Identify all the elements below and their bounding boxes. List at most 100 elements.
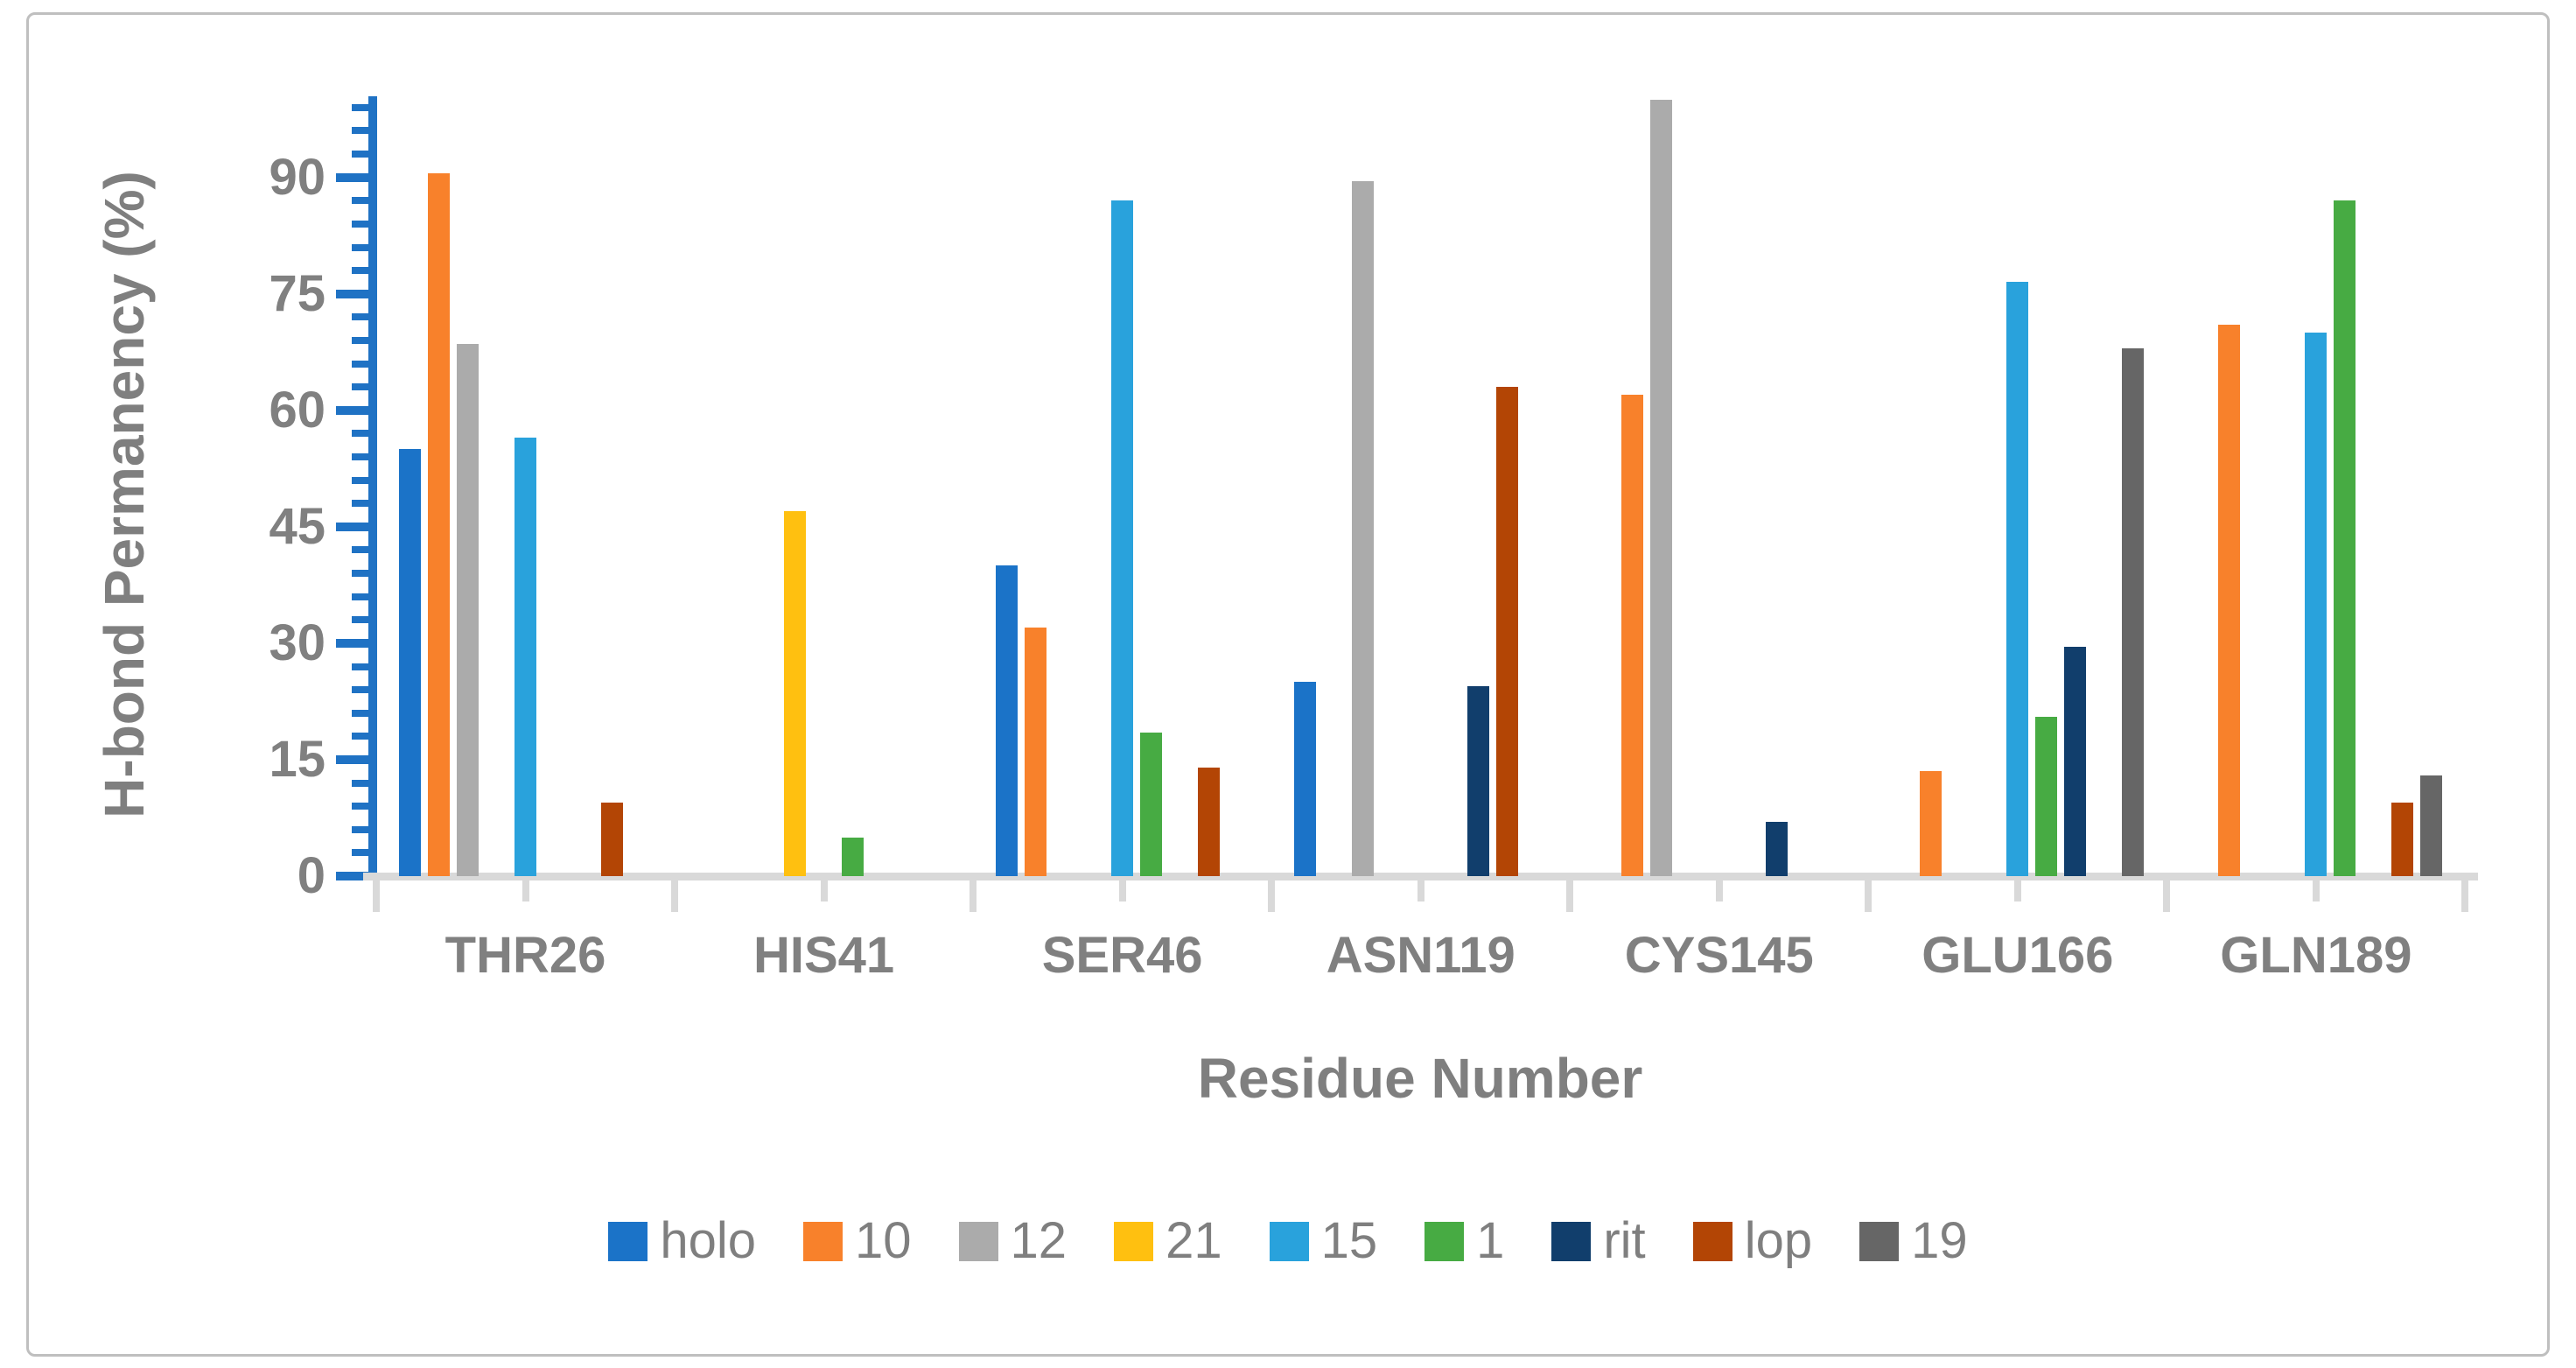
- category-center-tick: [1417, 873, 1424, 901]
- bar-12-CYS145: [1650, 100, 1673, 876]
- category-boundary-tick: [970, 873, 977, 912]
- legend-item-15: 15: [1269, 1215, 1377, 1267]
- bar-1-GLU166: [2035, 717, 2058, 876]
- category-center-tick: [2312, 873, 2320, 901]
- bar-10-GLN189: [2218, 325, 2241, 876]
- x-category-label: ASN119: [1326, 927, 1516, 984]
- y-minor-tick: [352, 849, 377, 857]
- legend-label-1: 1: [1476, 1212, 1505, 1269]
- legend-swatch-10: [803, 1221, 844, 1261]
- y-minor-tick: [352, 243, 377, 251]
- x-category-label: SER46: [1041, 927, 1203, 984]
- y-minor-tick: [352, 709, 377, 717]
- legend-swatch-12: [958, 1221, 998, 1261]
- y-major-tick: [336, 289, 377, 298]
- bar-rit-GLU166: [2064, 647, 2087, 876]
- category-center-tick: [2013, 873, 2021, 901]
- legend-swatch-15: [1269, 1221, 1309, 1261]
- y-axis-title: H-bond Permanency (%): [93, 171, 156, 818]
- category-boundary-tick: [2461, 873, 2469, 912]
- x-category-label: THR26: [444, 927, 606, 984]
- y-major-tick: [336, 172, 377, 182]
- legend-item-lop: lop: [1692, 1215, 1812, 1267]
- category-boundary-tick: [1566, 873, 1574, 912]
- y-major-tick: [336, 405, 377, 415]
- category-center-tick: [1118, 873, 1126, 901]
- y-minor-tick: [352, 383, 377, 391]
- y-minor-tick: [352, 733, 377, 740]
- y-major-tick: [336, 872, 377, 880]
- legend-swatch-21: [1114, 1221, 1154, 1261]
- bar-19-GLU166: [2122, 347, 2145, 876]
- legend-label-10: 10: [855, 1212, 912, 1269]
- bar-lop-THR26: [601, 802, 623, 876]
- y-tick-label: 15: [269, 730, 326, 788]
- category-boundary-tick: [1865, 873, 1872, 912]
- y-minor-tick: [352, 127, 377, 135]
- bar-1-GLN189: [2334, 200, 2356, 876]
- bar-rit-ASN119: [1467, 685, 1490, 876]
- bar-1-HIS41: [842, 837, 864, 876]
- legend-label-12: 12: [1010, 1212, 1068, 1269]
- bar-10-THR26: [428, 173, 450, 876]
- bar-15-THR26: [514, 437, 536, 876]
- legend-label-rit: rit: [1603, 1212, 1646, 1269]
- bar-21-HIS41: [784, 511, 807, 876]
- bar-1-SER46: [1140, 732, 1163, 876]
- y-minor-tick: [352, 593, 377, 600]
- legend-item-12: 12: [958, 1212, 1068, 1269]
- bar-rit-CYS145: [1766, 821, 1788, 876]
- y-minor-tick: [352, 570, 377, 578]
- bar-10-CYS145: [1621, 395, 1644, 876]
- y-tick-label: 45: [269, 497, 326, 555]
- y-minor-tick: [352, 360, 377, 368]
- legend-swatch-holo: [608, 1221, 648, 1261]
- bar-10-GLU166: [1920, 771, 1942, 876]
- value-axis-line: [368, 96, 377, 880]
- category-boundary-tick: [373, 873, 380, 912]
- x-category-label: GLU166: [1922, 927, 2114, 984]
- legend-label-holo: holo: [660, 1212, 757, 1269]
- category-center-tick: [820, 873, 828, 901]
- bar-holo-SER46: [996, 565, 1018, 876]
- y-minor-tick: [352, 803, 377, 810]
- y-minor-tick: [352, 220, 377, 228]
- y-minor-tick: [352, 103, 377, 111]
- legend-swatch-19: [1859, 1221, 1900, 1261]
- bar-holo-THR26: [399, 449, 421, 876]
- y-minor-tick: [352, 616, 377, 624]
- legend-item-10: 10: [803, 1215, 912, 1267]
- bar-lop-GLN189: [2391, 802, 2414, 876]
- bar-19-GLN189: [2420, 775, 2443, 876]
- legend-item-21: 21: [1114, 1215, 1222, 1267]
- legend-swatch-lop: [1692, 1221, 1732, 1261]
- x-axis-title: Residue Number: [1197, 1047, 1643, 1110]
- y-minor-tick: [352, 453, 377, 461]
- y-minor-tick: [352, 825, 377, 833]
- bar-lop-ASN119: [1496, 387, 1519, 876]
- y-minor-tick: [352, 313, 377, 321]
- legend-item-holo: holo: [608, 1215, 756, 1267]
- y-tick-label: 75: [269, 264, 326, 322]
- legend-label-21: 21: [1166, 1212, 1222, 1269]
- y-minor-tick: [352, 686, 377, 694]
- legend-item-rit: rit: [1551, 1212, 1646, 1269]
- legend-label-19: 19: [1911, 1212, 1968, 1269]
- y-minor-tick: [352, 500, 377, 508]
- y-minor-tick: [352, 663, 377, 670]
- y-minor-tick: [352, 267, 377, 275]
- bar-12-ASN119: [1352, 181, 1375, 876]
- x-category-label: HIS41: [752, 927, 895, 984]
- category-boundary-tick: [2163, 873, 2171, 912]
- y-minor-tick: [352, 197, 377, 205]
- y-major-tick: [336, 754, 377, 764]
- category-boundary-tick: [671, 873, 679, 912]
- bar-10-SER46: [1025, 628, 1047, 876]
- x-category-label: GLN189: [2220, 927, 2412, 984]
- y-minor-tick: [352, 476, 377, 484]
- legend-item-19: 19: [1859, 1215, 1968, 1267]
- legend-swatch-rit: [1551, 1221, 1592, 1261]
- y-tick-label: 60: [269, 381, 326, 438]
- legend-swatch-1: [1424, 1221, 1465, 1261]
- bar-15-SER46: [1111, 200, 1134, 876]
